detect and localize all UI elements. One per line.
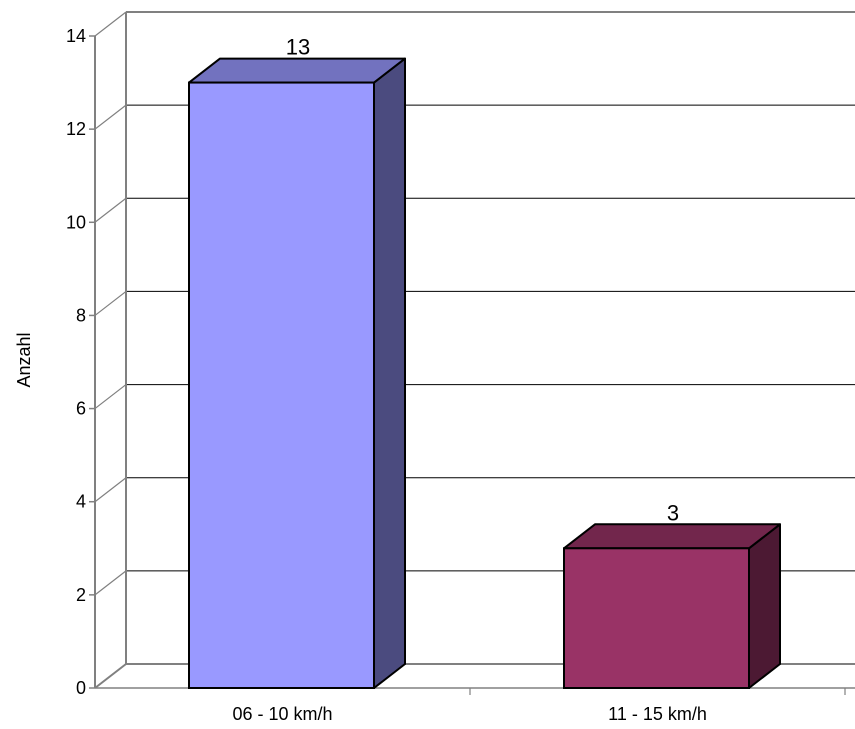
y-axis-title: Anzahl	[14, 332, 34, 387]
gridline-diagonal	[94, 384, 127, 410]
data-label: 13	[286, 35, 310, 60]
y-tick-label: 14	[66, 26, 86, 46]
gridline-diagonal	[94, 104, 127, 130]
axis-layer: 0 2 4 6 8 10 12 14	[66, 12, 855, 698]
bar	[188, 81, 375, 690]
y-tick-label: 2	[76, 585, 86, 605]
y-tick-label: 4	[76, 492, 86, 512]
x-tick-label: 11 - 15 km/h	[608, 704, 707, 724]
bar-side	[748, 523, 781, 689]
gridline-diagonal	[94, 290, 127, 316]
x-tick-label: 06 - 10 km/h	[232, 704, 332, 724]
y-tick-label: 0	[76, 678, 86, 698]
bar-top	[563, 523, 781, 550]
data-label: 3	[667, 500, 679, 525]
label-layer: 13 06 - 10 km/h 3 11 - 15 km/h	[232, 35, 706, 724]
gridline-diagonal	[94, 197, 127, 223]
y-tick-label: 6	[76, 399, 86, 419]
bar	[563, 547, 750, 689]
floor-left-edge	[94, 663, 127, 689]
gridline-diagonal	[94, 477, 127, 503]
bar-layer	[188, 57, 781, 690]
gridline-diagonal	[94, 570, 127, 596]
bar-side	[373, 57, 406, 689]
y-tick-label: 10	[66, 212, 86, 232]
bar-top	[188, 57, 406, 84]
gridline-diagonal	[94, 11, 127, 37]
y-tick-label: 8	[76, 305, 86, 325]
y-tick-label: 12	[66, 119, 86, 139]
